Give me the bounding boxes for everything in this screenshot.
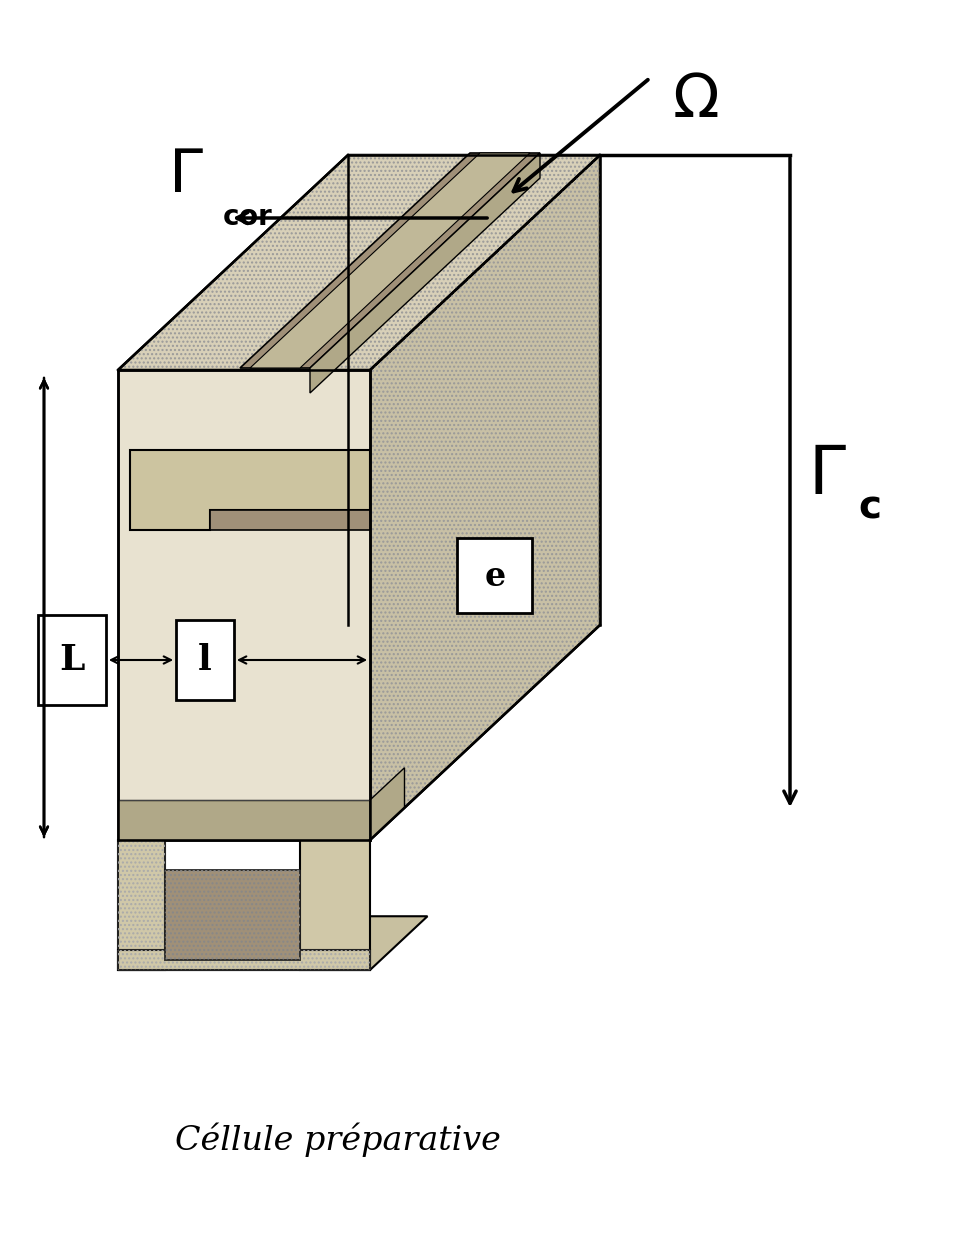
Text: Céllule préparative: Céllule préparative — [175, 1123, 501, 1157]
Polygon shape — [370, 767, 404, 840]
Polygon shape — [165, 869, 300, 960]
Polygon shape — [370, 155, 600, 840]
Text: $\Gamma$: $\Gamma$ — [168, 145, 204, 205]
Polygon shape — [38, 615, 106, 706]
Text: e: e — [485, 561, 506, 593]
Text: $\mathbf{c}$: $\mathbf{c}$ — [858, 489, 880, 525]
Polygon shape — [300, 840, 370, 970]
Polygon shape — [118, 370, 370, 840]
Polygon shape — [250, 152, 530, 368]
Polygon shape — [176, 620, 234, 701]
Text: l: l — [198, 643, 212, 677]
Polygon shape — [118, 840, 165, 970]
Text: $\Omega$: $\Omega$ — [672, 71, 718, 130]
Polygon shape — [118, 155, 600, 370]
Text: $\mathbf{cor}$: $\mathbf{cor}$ — [222, 204, 273, 231]
Polygon shape — [210, 510, 370, 530]
Text: $\Gamma$: $\Gamma$ — [808, 442, 847, 508]
Polygon shape — [458, 538, 532, 612]
Polygon shape — [240, 152, 540, 368]
Text: L: L — [59, 643, 85, 677]
Polygon shape — [118, 950, 370, 970]
Polygon shape — [310, 152, 540, 393]
Polygon shape — [118, 916, 427, 970]
Polygon shape — [130, 450, 370, 530]
Polygon shape — [118, 800, 370, 840]
